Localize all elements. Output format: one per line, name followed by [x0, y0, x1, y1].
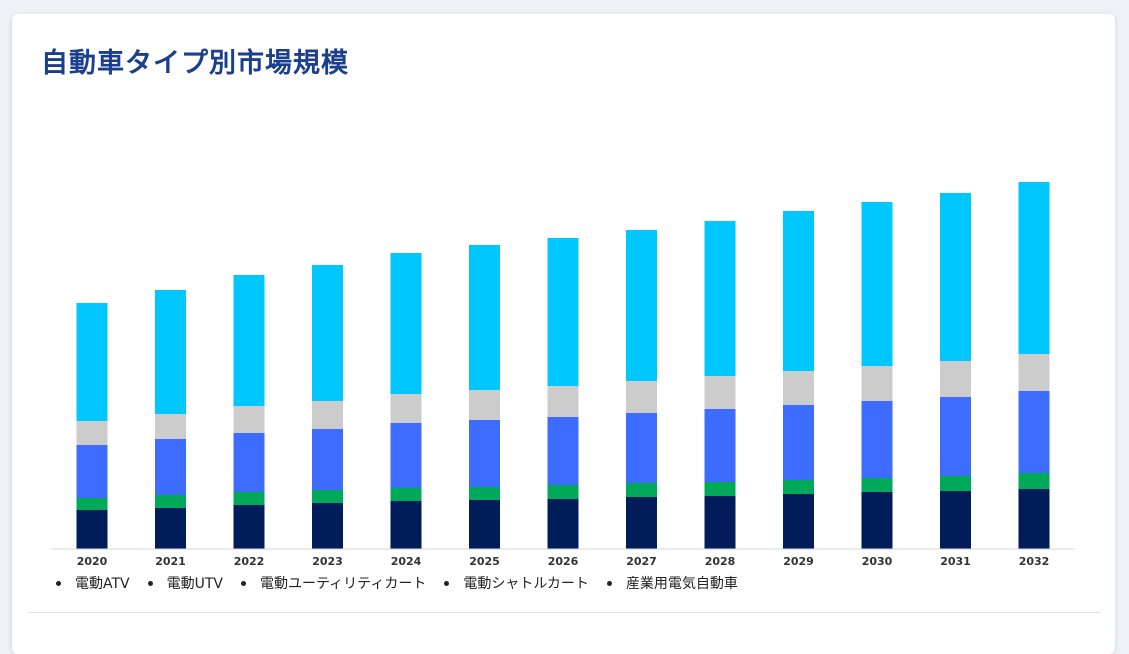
bar-segment-2020-series-2 — [76, 498, 108, 510]
chart-legend: 電動ATV 電動UTV 電動ユーティリティカート 電動シャトルカート 産業用電気… — [56, 573, 738, 593]
bar-segment-2030-series-5 — [861, 202, 893, 366]
x-tick-label: 2024 — [391, 555, 422, 568]
bar-segment-2029-series-4 — [783, 371, 814, 405]
bar-segment-2029-series-2 — [783, 480, 814, 494]
bar-segment-2028-series-1 — [704, 496, 736, 549]
bar-segment-2023-series-5 — [312, 265, 343, 401]
bar-segment-2022-series-5 — [233, 275, 265, 406]
bar-segment-2026-series-1 — [547, 499, 579, 549]
bar-segment-2027-series-1 — [626, 497, 657, 549]
x-tick-label: 2026 — [548, 555, 579, 568]
bar-segment-2031-series-1 — [940, 491, 971, 549]
legend-bullet-icon — [444, 580, 450, 586]
bar-segment-2029-series-3 — [783, 405, 814, 480]
bar-segment-2020-series-1 — [76, 510, 108, 549]
chart-title: 自動車タイプ別市場規模 — [41, 48, 349, 79]
x-tick-label: 2031 — [940, 555, 971, 568]
bar-segment-2020-series-4 — [76, 421, 108, 445]
bar-segment-2028-series-4 — [704, 376, 736, 409]
bar-segment-2032-series-5 — [1018, 182, 1050, 354]
bar-segment-2024-series-2 — [390, 488, 422, 501]
bar-segment-2022-series-2 — [233, 492, 265, 505]
x-tick-label: 2023 — [312, 555, 343, 568]
bar-segment-2025-series-4 — [469, 390, 500, 420]
legend-label: 電動ユーティリティカート — [260, 576, 427, 592]
bar-segment-2031-series-3 — [940, 397, 971, 476]
bar-segment-2024-series-3 — [390, 423, 422, 488]
x-tick-label: 2021 — [155, 555, 186, 568]
x-tick-label: 2027 — [626, 555, 657, 568]
legend-label: 産業用電気自動車 — [625, 576, 738, 592]
bar-segment-2031-series-5 — [940, 193, 971, 361]
legend-bullet-icon — [241, 580, 247, 586]
bar-segment-2028-series-2 — [704, 482, 736, 496]
legend-item-electric-utility-cart: 電動ユーティリティカート — [241, 573, 426, 593]
bar-segment-2024-series-4 — [390, 394, 422, 423]
bar-segment-2027-series-3 — [626, 413, 657, 483]
x-tick-label: 2032 — [1019, 555, 1050, 568]
legend-item-industrial-ev: 産業用電気自動車 — [606, 573, 738, 593]
bar-segment-2028-series-3 — [704, 409, 736, 482]
bar-segment-2021-series-5 — [155, 290, 186, 414]
bar-segment-2021-series-2 — [155, 495, 186, 508]
bar-segment-2030-series-4 — [861, 366, 893, 401]
bar-segment-2022-series-3 — [233, 433, 265, 492]
x-tick-label: 2020 — [77, 555, 108, 568]
bar-segment-2027-series-5 — [626, 230, 657, 381]
bar-segment-2027-series-2 — [626, 483, 657, 497]
bar-segment-2030-series-1 — [861, 492, 893, 549]
bar-segment-2026-series-4 — [547, 386, 579, 417]
legend-label: 電動ATV — [75, 576, 130, 592]
bar-segment-2025-series-3 — [469, 420, 500, 487]
bar-segment-2024-series-5 — [390, 253, 422, 394]
x-tick-label: 2025 — [469, 555, 500, 568]
bar-segment-2022-series-4 — [233, 406, 265, 433]
stacked-bar-chart: 2020 2021 2022 2023 2024 2025 2026 2027 2028 2029… — [52, 182, 1075, 568]
bar-segment-2020-series-3 — [76, 445, 108, 498]
bar-segment-2021-series-1 — [155, 508, 186, 549]
bar-segment-2023-series-4 — [312, 401, 343, 429]
bar-segment-2030-series-3 — [861, 401, 893, 478]
x-tick-label: 2022 — [234, 555, 265, 568]
x-tick-label: 2029 — [783, 555, 814, 568]
legend-label: 電動UTV — [166, 576, 224, 592]
legend-label: 電動シャトルカート — [463, 576, 589, 592]
bar-segment-2023-series-3 — [312, 429, 343, 490]
footer-divider — [28, 612, 1101, 613]
legend-item-electric-atv: 電動ATV — [56, 573, 130, 593]
bar-segment-2032-series-4 — [1018, 354, 1050, 391]
bar-segment-2032-series-3 — [1018, 391, 1050, 473]
bar-segment-2024-series-1 — [390, 501, 422, 549]
bar-segment-2032-series-2 — [1018, 473, 1050, 489]
bar-segment-2028-series-5 — [704, 221, 736, 376]
bar-segment-2021-series-3 — [155, 439, 186, 495]
bar-segment-2027-series-4 — [626, 381, 657, 413]
legend-bullet-icon — [606, 580, 612, 586]
bar-segment-2025-series-2 — [469, 487, 500, 500]
bar-segment-2025-series-5 — [469, 245, 500, 390]
bar-segment-2026-series-3 — [547, 417, 579, 485]
bar-segment-2030-series-2 — [861, 478, 893, 492]
legend-bullet-icon — [147, 580, 153, 586]
bar-segment-2031-series-4 — [940, 361, 971, 397]
legend-item-electric-utv: 電動UTV — [147, 573, 224, 593]
bar-segment-2026-series-5 — [547, 238, 579, 386]
x-tick-label: 2030 — [862, 555, 893, 568]
legend-bullet-icon — [56, 580, 61, 586]
bar-segment-2029-series-1 — [783, 494, 814, 549]
bar-segment-2025-series-1 — [469, 500, 500, 549]
legend-item-electric-shuttle-cart: 電動シャトルカート — [444, 573, 589, 593]
bar-segment-2032-series-1 — [1018, 489, 1050, 549]
bar-segment-2023-series-2 — [312, 490, 343, 503]
x-axis-ticks: 2020 2021 2022 2023 2024 2025 2026 2027 2028 2029… — [77, 555, 1050, 568]
bar-segment-2026-series-2 — [547, 485, 579, 499]
bar-segment-2020-series-5 — [76, 303, 108, 421]
x-tick-label: 2028 — [705, 555, 736, 568]
bar-area — [76, 182, 1050, 549]
bar-segment-2021-series-4 — [155, 414, 186, 439]
bar-segment-2031-series-2 — [940, 476, 971, 491]
bar-segment-2023-series-1 — [312, 503, 343, 549]
bar-segment-2022-series-1 — [233, 505, 265, 549]
bar-segment-2029-series-5 — [783, 211, 814, 371]
